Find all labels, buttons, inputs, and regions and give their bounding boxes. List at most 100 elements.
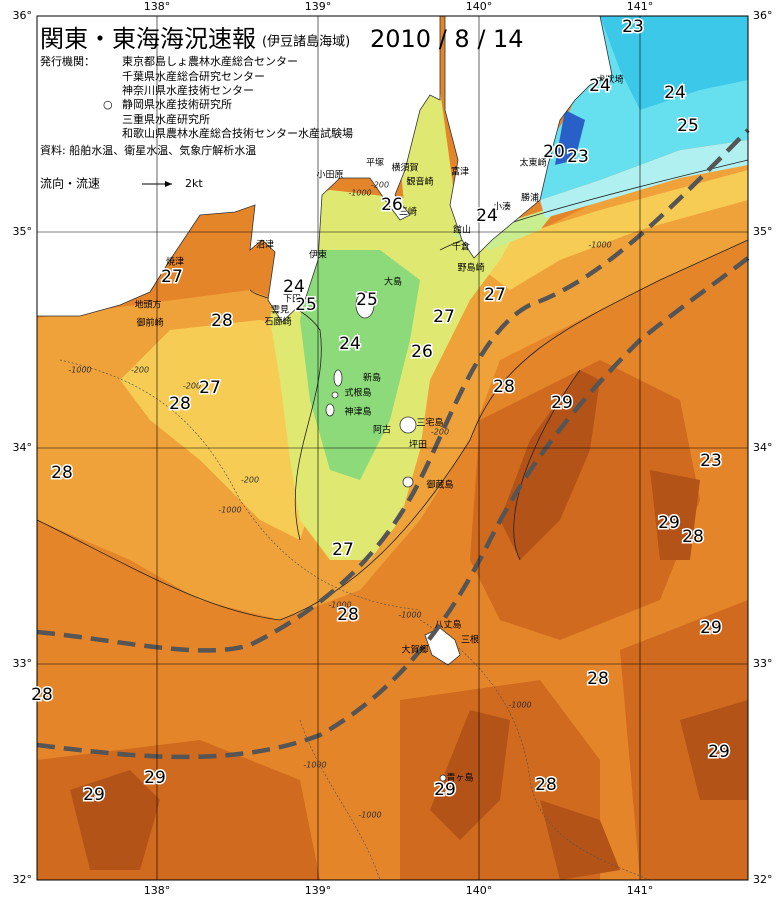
- place-name: 下田: [283, 294, 301, 305]
- agencies-label: 発行機関：: [40, 54, 95, 68]
- agency: 神奈川県水産技術センター: [122, 83, 254, 97]
- place-name: 大賀郷: [401, 644, 428, 656]
- depth-label: -1000: [398, 611, 421, 620]
- lat-label-right: 36°: [753, 9, 773, 22]
- place-name: 雲見: [271, 305, 289, 316]
- temperature-label: 28: [493, 377, 515, 397]
- temperature-label: 28: [337, 605, 359, 625]
- agency: 和歌山県農林水産総合技術センター水産試験場: [122, 126, 353, 140]
- depth-label: -1000: [328, 601, 351, 610]
- temperature-label: 29: [658, 513, 680, 533]
- temperature-label: 24: [476, 206, 498, 226]
- depth-label: -200: [131, 366, 149, 375]
- place-name: 平塚: [366, 158, 384, 169]
- temperature-label: 29: [700, 618, 722, 638]
- place-name: 石廊崎: [264, 316, 291, 328]
- temperature-label: 29: [708, 742, 730, 762]
- agency: 三重県水産研究所: [122, 112, 210, 126]
- header: 関東・東海海況速報 (伊豆諸島海域) 2010 / 8 / 14 発行機関： ○…: [40, 25, 524, 191]
- temperature-label: 25: [295, 295, 317, 315]
- lat-label-left: 35°: [13, 225, 33, 238]
- graticule: [37, 16, 748, 880]
- agency-marker: ○: [103, 98, 113, 111]
- temperature-label: 20: [543, 142, 565, 162]
- temperature-label: 26: [411, 342, 433, 362]
- subtitle: (伊豆諸島海域): [262, 34, 350, 50]
- place-name: 青ヶ島: [446, 772, 473, 784]
- agency: 東京都島しょ農林水産総合センター: [122, 54, 298, 68]
- sources: 資料: 船舶水温、衛星水温、気象庁解析水温: [40, 143, 256, 157]
- temperature-label: 27: [199, 378, 221, 398]
- map-frame: [36, 15, 749, 881]
- place-name: 地頭方: [134, 299, 161, 311]
- temperature-label: 29: [434, 780, 456, 800]
- depth-label: -1000: [68, 366, 91, 375]
- place-name: 犬吠埼: [596, 74, 623, 86]
- temperature-label: 29: [83, 785, 105, 805]
- temperature-label: 28: [211, 311, 233, 331]
- place-name: 伊東: [309, 249, 327, 261]
- temperature-label: 28: [169, 394, 191, 414]
- place-name: 神津島: [344, 406, 371, 418]
- place-name: 沼津: [256, 240, 274, 251]
- lat-label-right: 32°: [753, 873, 773, 886]
- place-name: 大島: [384, 276, 402, 288]
- current-arrow-head: [165, 181, 172, 187]
- lat-label-left: 34°: [13, 441, 33, 454]
- depth-contours: [59, 359, 651, 881]
- lat-label-left: 32°: [13, 873, 33, 886]
- lon-label-bottom: 138°: [144, 884, 171, 897]
- place-name: 坪田: [409, 440, 427, 451]
- agency: 千葉県水産総合研究センター: [122, 69, 265, 83]
- temperature-label: 27: [484, 285, 506, 305]
- place-name: 小田原: [316, 170, 343, 181]
- temperature-label: 23: [700, 451, 722, 471]
- lon-label-bottom: 141°: [627, 884, 654, 897]
- place-name: 焼津: [166, 257, 184, 268]
- depth-label: -1000: [358, 811, 381, 820]
- depth-label: -1000: [303, 761, 326, 770]
- depth-label: -200: [371, 181, 389, 190]
- place-name: 新島: [363, 372, 381, 384]
- place-name: 野島崎: [457, 262, 484, 274]
- place-name: 三根: [461, 634, 479, 646]
- temperature-label: 27: [161, 267, 183, 287]
- lon-label-top: 140°: [466, 0, 493, 13]
- temperature-label: 28: [682, 527, 704, 547]
- title: 関東・東海海況速報: [40, 25, 256, 53]
- depth-label: -200: [241, 476, 259, 485]
- date: 2010 / 8 / 14: [370, 25, 524, 53]
- depth-label: -1000: [348, 189, 371, 198]
- temperature-label: 24: [664, 83, 686, 103]
- lat-label-left: 36°: [13, 9, 33, 22]
- depth-label: -1000: [588, 241, 611, 250]
- depth-label: -200: [183, 382, 201, 391]
- temperature-label: 24: [283, 277, 305, 297]
- place-name: 小湊: [493, 201, 511, 213]
- place-name: 御蔵島: [426, 479, 453, 491]
- current-legend-speed: 2kt: [185, 177, 203, 190]
- lon-label-top: 139°: [305, 0, 332, 13]
- kuroshio-axis: [36, 128, 750, 760]
- temperature-label: 27: [433, 307, 455, 327]
- lon-label-top: 141°: [627, 0, 654, 13]
- place-name: 横須賀: [391, 162, 418, 174]
- temperature-label: 23: [622, 17, 644, 37]
- place-name: 太東崎: [519, 157, 546, 169]
- land: [36, 15, 613, 782]
- current-legend-label: 流向・流速: [40, 176, 100, 191]
- depth-label: -1000: [508, 701, 531, 710]
- lat-label-left: 33°: [13, 657, 33, 670]
- place-name: 阿古: [373, 424, 391, 436]
- temperature-label: 28: [51, 463, 73, 483]
- temperature-label: 25: [356, 290, 378, 310]
- depth-label: -1000: [218, 506, 241, 515]
- temperature-label: 23: [567, 147, 589, 167]
- place-name: 三崎: [399, 206, 417, 218]
- place-name: 式根島: [344, 387, 371, 399]
- temperature-label: 26: [381, 195, 403, 215]
- temperature-label: 29: [551, 393, 573, 413]
- lon-label-bottom: 140°: [466, 884, 493, 897]
